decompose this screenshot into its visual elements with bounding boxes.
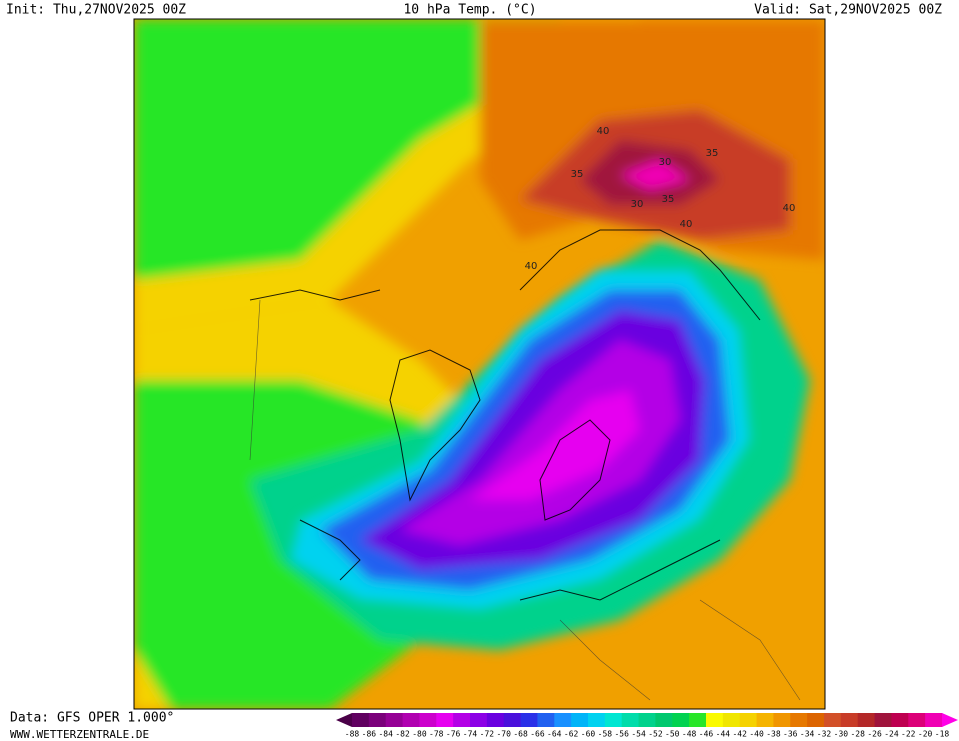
- colorbar-cell: [706, 713, 724, 727]
- colorbar-cell: [672, 713, 690, 727]
- colorbar-cell: [554, 713, 572, 727]
- colorbar-cell: [891, 713, 909, 727]
- colorbar-label: -32: [817, 730, 832, 739]
- colorbar-label: -60: [581, 730, 596, 739]
- map-title: 10 hPa Temp. (°C): [403, 3, 536, 18]
- colorbar-label: -22: [901, 730, 916, 739]
- colorbar-cell: [503, 713, 522, 727]
- colorbar-label: -66: [530, 730, 545, 739]
- colorbar-label: -44: [716, 730, 731, 739]
- colorbar-label: -46: [699, 730, 714, 739]
- colorbar-cell: [419, 713, 437, 727]
- colorbar-label: -88: [345, 730, 360, 739]
- colorbar-label: -20: [918, 730, 933, 739]
- colorbar-cell: [470, 713, 488, 727]
- colorbar-label: -58: [598, 730, 613, 739]
- colorbar-label: -38: [766, 730, 781, 739]
- colorbar-label: -40: [749, 730, 764, 739]
- colorbar-cell: [571, 713, 589, 727]
- contour-label: 35: [662, 194, 675, 205]
- contour-label: 40: [525, 261, 538, 272]
- colorbar-label: -24: [884, 730, 899, 739]
- colorbar-cell: [773, 713, 791, 727]
- colorbar-cell: [908, 713, 926, 727]
- colorbar-label: -74: [463, 730, 478, 739]
- colorbar-label: -82: [395, 730, 410, 739]
- contour-label: 30: [631, 199, 644, 210]
- colorbar-cell: [604, 713, 623, 727]
- colorbar-cell: [790, 713, 808, 727]
- colorbar-label: -54: [631, 730, 646, 739]
- colorbar-cell: [857, 713, 876, 727]
- colorbar-label: -80: [412, 730, 427, 739]
- colorbar-arrow: [942, 713, 958, 727]
- colorbar-label: -50: [665, 730, 680, 739]
- map-field: [134, 19, 825, 709]
- colorbar-cell: [385, 713, 404, 727]
- init-time: Init: Thu,27NOV2025 00Z: [6, 3, 186, 18]
- colorbar-label: -62: [564, 730, 579, 739]
- colorbar-cell: [436, 713, 454, 727]
- colorbar-cell: [824, 713, 842, 727]
- colorbar-label: -86: [362, 730, 377, 739]
- colorbar: -88 -86 -84 -82 -80 -78 -76 -74 -72 -70 -68 -66 -64-…: [336, 713, 958, 739]
- colorbar-label: -48: [682, 730, 697, 739]
- contour-label: 40: [783, 203, 796, 214]
- valid-time: Valid: Sat,29NOV2025 00Z: [754, 3, 942, 18]
- colorbar-cell: [588, 713, 606, 727]
- colorbar-label: -42: [732, 730, 747, 739]
- colorbar-cell: [537, 713, 555, 727]
- colorbar-label: -76: [446, 730, 461, 739]
- colorbar-cell: [453, 713, 471, 727]
- data-source: Data: GFS OPER 1.000°: [10, 711, 174, 726]
- contour-label: 40: [680, 219, 693, 230]
- map-frame: [133, 18, 826, 710]
- colorbar-cell: [638, 713, 656, 727]
- colorbar-label: -36: [783, 730, 798, 739]
- colorbar-cell: [756, 713, 774, 727]
- contour-label: 40: [597, 126, 610, 137]
- colorbar-cell: [807, 713, 825, 727]
- colorbar-cell: [722, 713, 741, 727]
- contour-label: 35: [706, 148, 719, 159]
- colorbar-label: -28: [850, 730, 865, 739]
- contour-label: 35: [571, 169, 584, 180]
- colorbar-label: -26: [867, 730, 882, 739]
- colorbar-label: -78: [429, 730, 444, 739]
- colorbar-cell: [655, 713, 673, 727]
- colorbar-label: -56: [614, 730, 629, 739]
- colorbar-label: -52: [648, 730, 663, 739]
- colorbar-cell: [925, 713, 943, 727]
- colorbar-label: -84: [378, 730, 393, 739]
- colorbar-cell: [689, 713, 707, 727]
- colorbar-cell: [352, 713, 370, 727]
- colorbar-label: -18: [935, 730, 950, 739]
- colorbar-label: -68: [513, 730, 528, 739]
- colorbar-cell: [486, 713, 505, 727]
- colorbar-arrow: [336, 713, 352, 727]
- colorbar-label: -72: [480, 730, 495, 739]
- colorbar-cell: [840, 713, 859, 727]
- colorbar-cell: [520, 713, 538, 727]
- contour-labels: 40 35 30 35 30 35 40 40 40: [525, 126, 796, 272]
- colorbar-label: -30: [834, 730, 849, 739]
- site-name: WWW.WETTERZENTRALE.DE: [10, 728, 149, 741]
- colorbar-label: -70: [496, 730, 511, 739]
- colorbar-cell: [368, 713, 387, 727]
- colorbar-cell: [739, 713, 758, 727]
- colorbar-cell: [874, 713, 892, 727]
- colorbar-label: -64: [547, 730, 562, 739]
- contour-label: 30: [659, 157, 672, 168]
- colorbar-cell: [402, 713, 420, 727]
- colorbar-cell: [621, 713, 640, 727]
- colorbar-label: -34: [800, 730, 815, 739]
